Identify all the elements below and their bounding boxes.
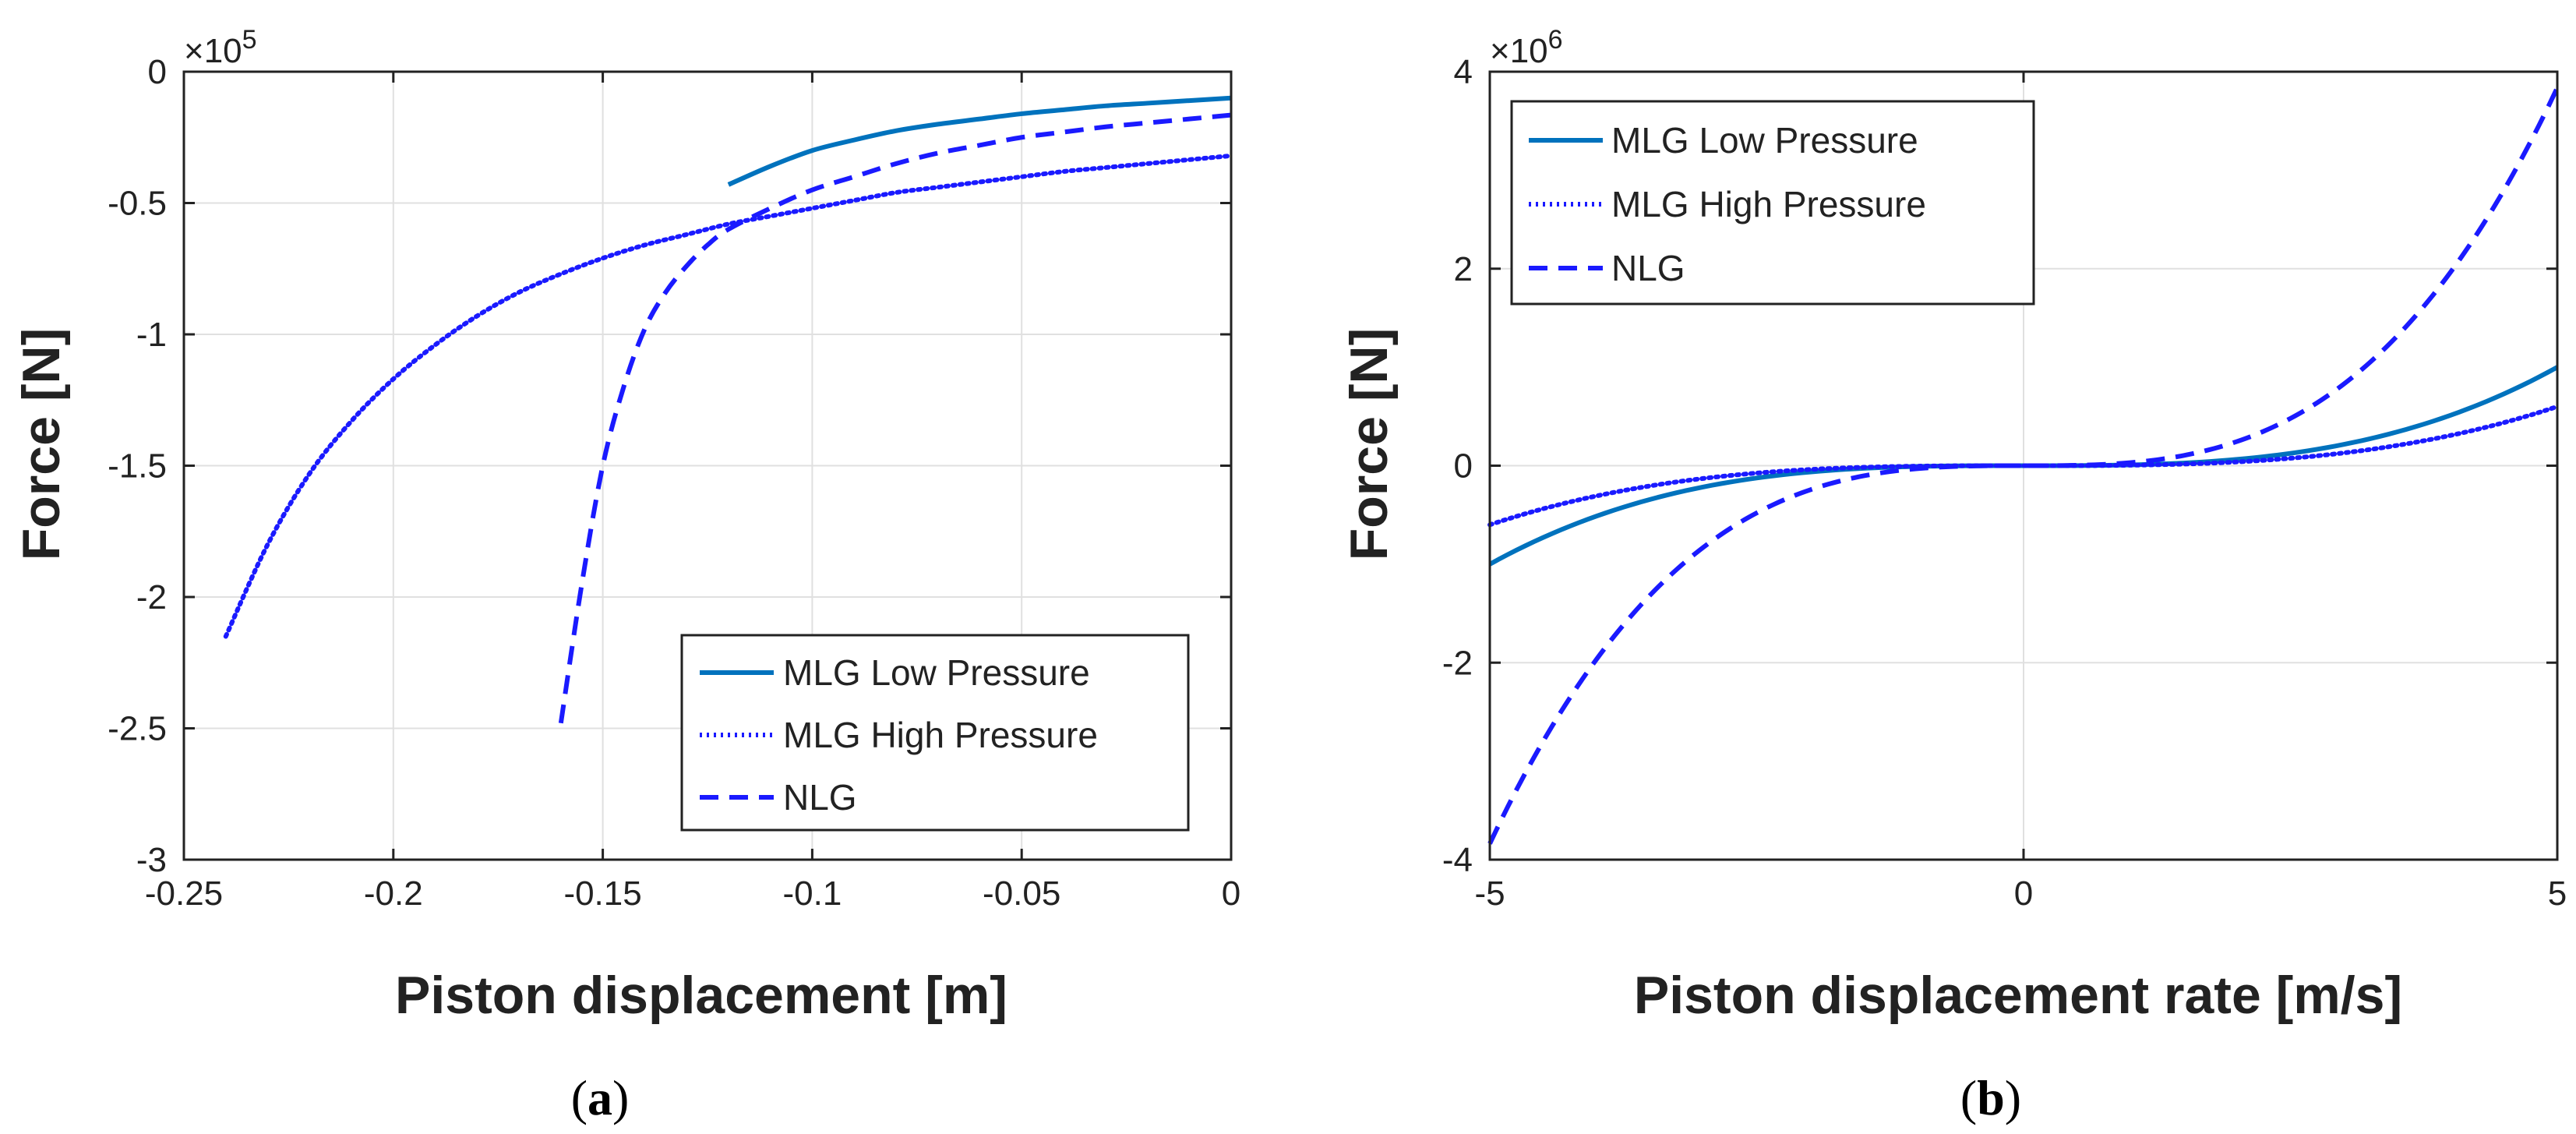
chart-a-y-ticks: 0 -0.5 -1 -1.5 -2 -2.5 -3: [108, 53, 1231, 879]
chart-b-x-ticks: -5 0 5: [1474, 72, 2567, 913]
chart-a-y-exponent-power: 5: [242, 25, 257, 55]
chart-a-series-mlg-high-pressure: [223, 153, 1233, 639]
chart-b-legend-label-nlg: NLG: [1611, 248, 1685, 288]
chart-b-legend-label-mlg-low: MLG Low Pressure: [1611, 120, 1918, 161]
chart-b-y-tick-label: 4: [1454, 53, 1473, 91]
chart-a-caption: (a): [571, 1070, 630, 1125]
chart-b-x-tick-label: 5: [2548, 874, 2567, 913]
chart-a-x-tick-label: 0: [1222, 874, 1240, 913]
chart-a-y-axis-label: Force [N]: [12, 328, 71, 560]
chart-b-y-tick-label: 2: [1454, 250, 1473, 288]
chart-a-y-tick-label: -2: [136, 578, 167, 616]
chart-a-y-tick-label: -1: [136, 316, 167, 354]
chart-a-legend-label-nlg: NLG: [783, 777, 857, 818]
chart-b-caption-open: (: [1960, 1070, 1977, 1125]
chart-a: -0.25 -0.2 -0.15 -0.1 -0.05 0 0 -0.5 -1 -1.5 -2 -2…: [12, 25, 1240, 1125]
chart-a-caption-close: ): [612, 1070, 629, 1125]
chart-a-y-exponent: ×105: [184, 25, 257, 70]
chart-a-caption-letter: a: [588, 1070, 612, 1125]
chart-a-y-tick-label: -3: [136, 841, 167, 879]
chart-a-series-mlg-low-pressure: [727, 95, 1232, 187]
chart-a-legend-label-mlg-high: MLG High Pressure: [783, 715, 1098, 755]
chart-a-series: [223, 95, 1233, 724]
chart-b-x-axis-label: Piston displacement rate [m/s]: [1634, 966, 2402, 1025]
chart-a-y-tick-label: -1.5: [108, 447, 167, 486]
chart-a-x-tick-label: -0.15: [563, 874, 641, 913]
chart-b-caption-letter: b: [1977, 1070, 2005, 1125]
chart-b-series-mlg-high-pressure: [1487, 404, 2560, 528]
chart-a-y-tick-label: -2.5: [108, 710, 167, 748]
chart-a-x-tick-label: -0.2: [364, 874, 423, 913]
chart-a-y-exponent-base: ×10: [184, 32, 242, 70]
chart-a-x-tick-label: -0.25: [145, 874, 223, 913]
chart-b-y-ticks: 4 2 0 -2 -4: [1442, 53, 2557, 879]
chart-a-x-tick-label: -0.1: [782, 874, 842, 913]
chart-b-y-exponent-power: 6: [1548, 25, 1563, 55]
chart-b-caption-close: ): [2005, 1070, 2021, 1125]
chart-b-y-axis-label: Force [N]: [1339, 328, 1399, 560]
chart-b-series: [1487, 87, 2560, 845]
chart-a-y-tick-label: 0: [148, 53, 167, 91]
chart-a-caption-open: (: [571, 1070, 588, 1125]
chart-b-y-tick-label: -2: [1442, 644, 1473, 682]
chart-b-y-exponent: ×106: [1490, 25, 1563, 70]
chart-b-x-tick-label: -5: [1474, 874, 1505, 913]
chart-b-y-tick-label: -4: [1442, 841, 1473, 879]
chart-b-x-tick-label: 0: [2014, 874, 2033, 913]
chart-a-x-ticks: -0.25 -0.2 -0.15 -0.1 -0.05 0: [145, 72, 1240, 913]
chart-a-x-axis-label: Piston displacement [m]: [395, 966, 1007, 1025]
chart-a-series-nlg: [558, 112, 1232, 724]
chart-a-y-tick-label: -0.5: [108, 185, 167, 223]
chart-b-y-tick-label: 0: [1454, 447, 1473, 486]
chart-b: -5 0 5 4 2 0 -2 -4 ×106 Piston displacement ra…: [1339, 25, 2567, 1125]
chart-b-y-exponent-base: ×10: [1490, 32, 1548, 70]
chart-b-legend-label-mlg-high: MLG High Pressure: [1611, 184, 1926, 224]
chart-b-legend: MLG Low Pressure MLG High Pressure NLG: [1510, 100, 2035, 306]
chart-a-legend-label-mlg-low: MLG Low Pressure: [783, 652, 1090, 693]
chart-b-caption: (b): [1960, 1070, 2021, 1125]
chart-a-legend: MLG Low Pressure MLG High Pressure NLG: [680, 634, 1190, 832]
chart-a-x-tick-label: -0.05: [983, 874, 1060, 913]
